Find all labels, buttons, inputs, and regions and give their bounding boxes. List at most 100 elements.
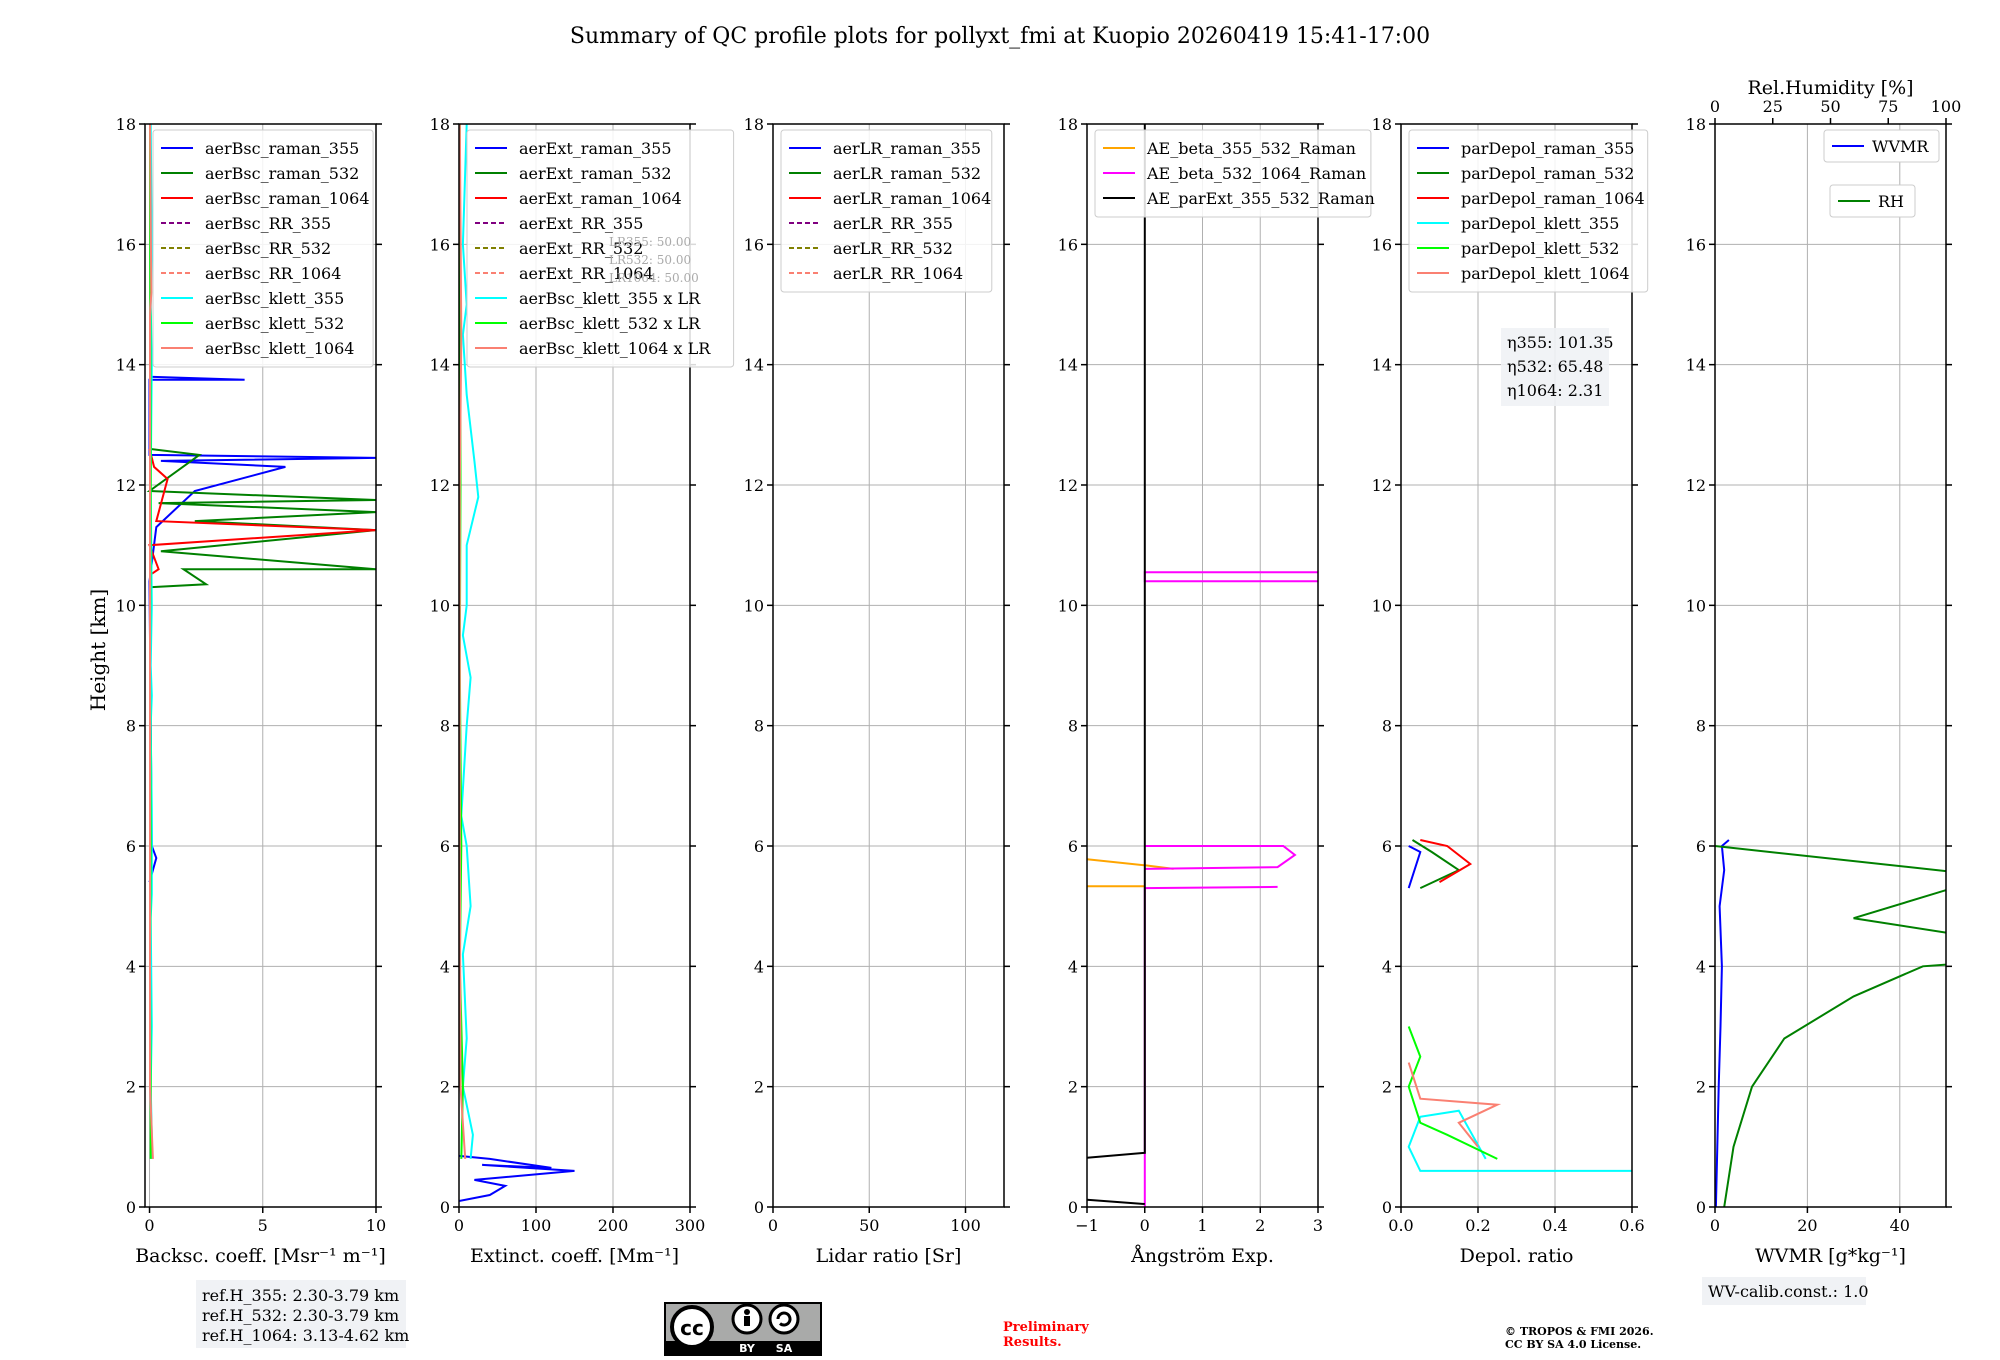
legend-label-AE_beta_355_532_Raman: AE_beta_355_532_Raman — [1146, 139, 1356, 158]
y-tick-label: 2 — [440, 1078, 450, 1097]
x-tick-label: 50 — [859, 1216, 879, 1235]
copyright-line-2: CC BY SA 4.0 License. — [1505, 1338, 1641, 1351]
x-tick-label: 0 — [1710, 1216, 1720, 1235]
x-tick-label: 3 — [1313, 1216, 1323, 1235]
x2-tick-label: 25 — [1763, 97, 1783, 116]
series-line-AE_parExt_355_532_Raman_b — [1087, 124, 1146, 1159]
y-tick-label: 6 — [1068, 837, 1078, 856]
y-tick-label: 14 — [430, 356, 450, 375]
ref-height-355: ref.H_355: 2.30-3.79 km — [202, 1286, 399, 1305]
y-tick-label: 14 — [1686, 356, 1706, 375]
y-tick-label: 6 — [1382, 837, 1392, 856]
y-tick-label: 14 — [1058, 356, 1078, 375]
y-tick-label: 16 — [430, 235, 450, 254]
legend-label-aerBsc_klett_1064 x LR: aerBsc_klett_1064 x LR — [519, 339, 711, 358]
series-line-aerExt_raman_355 — [459, 1154, 575, 1202]
y-tick-label: 0 — [754, 1198, 764, 1217]
y-tick-label: 18 — [430, 115, 450, 134]
wv-calib-label: WV-calib.const.: 1.0 — [1708, 1282, 1869, 1301]
x-tick-label: 2 — [1255, 1216, 1265, 1235]
y-tick-label: 8 — [126, 717, 136, 736]
x-axis-label: Lidar ratio [Sr] — [816, 1245, 962, 1267]
legend-box — [1094, 129, 1372, 218]
sa-share-icon — [768, 1303, 800, 1335]
y-tick-label: 4 — [754, 957, 764, 976]
y-tick-label: 2 — [1696, 1078, 1706, 1097]
y-tick-label: 0 — [1068, 1198, 1078, 1217]
y-tick-label: 12 — [430, 476, 450, 495]
legend-label-aerLR_RR_532: aerLR_RR_532 — [833, 239, 953, 258]
badge-sa-label: SA — [776, 1342, 793, 1355]
x-tick-label: 300 — [675, 1216, 706, 1235]
series-line-parDepol_raman_1064 — [1420, 839, 1473, 883]
y-tick-label: 18 — [1058, 115, 1078, 134]
x-tick-label: 40 — [1890, 1216, 1910, 1235]
legend-label-parDepol_klett_1064: parDepol_klett_1064 — [1461, 264, 1630, 283]
legend-label-aerBsc_klett_355: aerBsc_klett_355 — [205, 289, 344, 308]
x-axis-label: Depol. ratio — [1460, 1245, 1574, 1267]
y-tick-label: 0 — [126, 1198, 136, 1217]
y-tick-label: 2 — [754, 1078, 764, 1097]
series-group — [146, 124, 376, 1159]
legend-label-aerExt_RR_355: aerExt_RR_355 — [519, 214, 643, 233]
badge-by-label: BY — [739, 1342, 756, 1355]
ref-heights-box: ref.H_355: 2.30-3.79 km ref.H_532: 2.30-… — [196, 1280, 409, 1348]
legend-label-AE_parExt_355_532_Raman: AE_parExt_355_532_Raman — [1146, 189, 1375, 208]
legend-box — [780, 129, 993, 293]
x-tick-label: −1 — [1075, 1216, 1099, 1235]
y-tick-label: 6 — [440, 837, 450, 856]
series-group — [1087, 124, 1318, 1207]
legend-label-aerExt_raman_532: aerExt_raman_532 — [519, 164, 672, 183]
series-line-RH — [1715, 845, 1946, 1207]
y-tick-label: 10 — [430, 596, 450, 615]
y-tick-label: 4 — [126, 957, 136, 976]
y-tick-label: 16 — [116, 235, 136, 254]
x-tick-label: 0.4 — [1542, 1216, 1567, 1235]
y-tick-label: 4 — [1696, 957, 1706, 976]
y-tick-label: 18 — [1686, 115, 1706, 134]
legend-label-aerBsc_RR_1064: aerBsc_RR_1064 — [205, 264, 341, 283]
ref-height-532: ref.H_532: 2.30-3.79 km — [202, 1306, 399, 1325]
series-line-aerBsc_raman_1064 — [148, 448, 376, 577]
lr-annotation: LR532: 50.00 — [609, 253, 691, 267]
y-axis-label: Height [km] — [86, 589, 110, 711]
series-line-parDepol_klett_1064 — [1407, 1062, 1502, 1148]
y-tick-label: 12 — [1058, 476, 1078, 495]
legend-box — [152, 129, 374, 368]
y-tick-label: 0 — [1382, 1198, 1392, 1217]
y-tick-label: 10 — [1372, 596, 1392, 615]
legend-label-aerLR_raman_355: aerLR_raman_355 — [833, 139, 981, 158]
x-tick-label: 20 — [1797, 1216, 1817, 1235]
legend-label-aerBsc_raman_1064: aerBsc_raman_1064 — [205, 189, 370, 208]
y-tick-label: 16 — [744, 235, 764, 254]
x-tick-label: 0.2 — [1465, 1216, 1490, 1235]
series-group — [1407, 839, 1632, 1172]
x-tick-label: 0 — [768, 1216, 778, 1235]
series-line-aerBsc_klett_1064 — [149, 124, 154, 1159]
x-tick-label: 0 — [144, 1216, 154, 1235]
axes-frame — [458, 123, 691, 1208]
x-tick-label: 100 — [950, 1216, 981, 1235]
series-line-parDepol_klett_355 — [1407, 1109, 1632, 1172]
legend-label-parDepol_klett_355: parDepol_klett_355 — [1461, 214, 1619, 233]
x2-tick-label: 0 — [1710, 97, 1720, 116]
legend-label-aerBsc_RR_532: aerBsc_RR_532 — [205, 239, 331, 258]
y-tick-label: 12 — [116, 476, 136, 495]
svg-text:cc: cc — [680, 1316, 704, 1340]
series-line-AE_beta_532_1064_Raman_b — [1144, 845, 1297, 870]
x-tick-label: 0 — [454, 1216, 464, 1235]
panel-depol: 0 2 4 6 8 10 12 14 16 18 0.0 0.2 0.4 0.6 Depol. ratio p… — [1372, 115, 1649, 1267]
x-axis-label: WVMR [g*kg⁻¹] — [1755, 1245, 1906, 1267]
series-line-AE_parExt_355_532_Raman — [1087, 1198, 1145, 1205]
x-tick-label: 1 — [1197, 1216, 1207, 1235]
series-line-aerBsc_klett_1064 x LR — [459, 124, 467, 1159]
legend-label-parDepol_raman_355: parDepol_raman_355 — [1461, 139, 1634, 158]
legend-label-aerBsc_klett_532: aerBsc_klett_532 — [205, 314, 344, 333]
y-tick-label: 12 — [1372, 476, 1392, 495]
legend-label-parDepol_raman_1064: parDepol_raman_1064 — [1461, 189, 1645, 208]
y-tick-label: 0 — [440, 1198, 450, 1217]
y-tick-label: 12 — [1686, 476, 1706, 495]
legend-label-aerBsc_klett_532 x LR: aerBsc_klett_532 x LR — [519, 314, 701, 333]
